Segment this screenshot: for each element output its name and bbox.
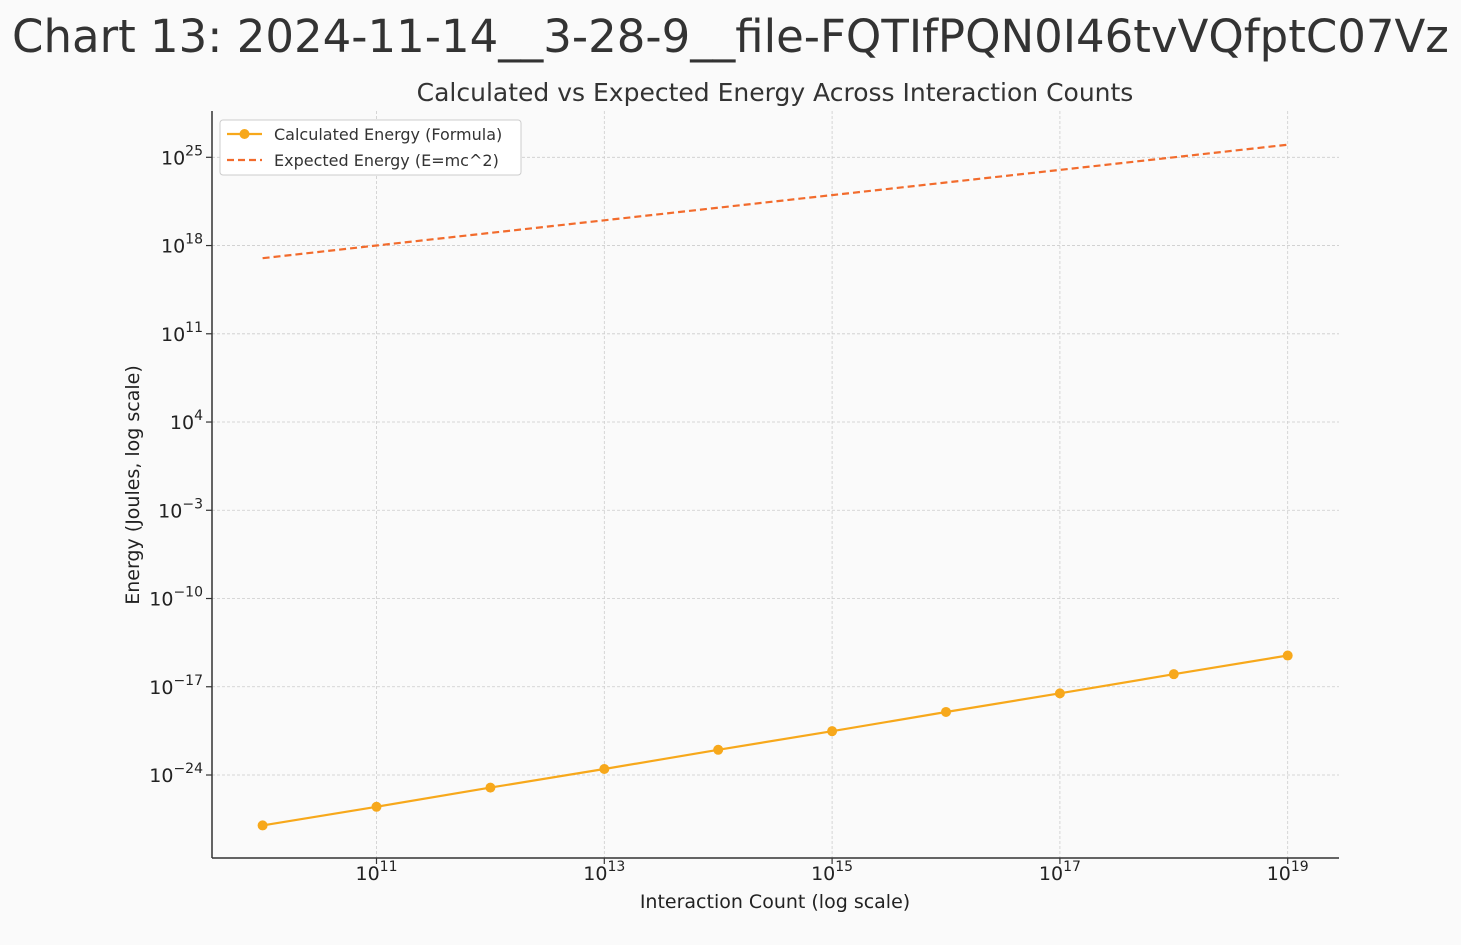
x-axis-label: Interaction Count (log scale) <box>640 891 910 913</box>
x-tick-label: 1013 <box>583 859 625 885</box>
x-ticks: 1011 1013 1015 1017 1019 <box>355 858 1309 885</box>
series-layer <box>257 143 1293 831</box>
chart-title: Calculated vs Expected Energy Across Int… <box>417 78 1134 107</box>
y-tick-label: 1025 <box>161 143 203 169</box>
y-tick-label: 10−10 <box>149 585 203 611</box>
data-point <box>485 782 496 793</box>
data-point <box>713 744 724 755</box>
y-tick-label: 1011 <box>161 320 203 346</box>
legend-label: Expected Energy (E=mc^2) <box>274 151 499 170</box>
series-line-2 <box>262 143 1288 260</box>
data-point <box>599 763 610 774</box>
data-point <box>1054 688 1065 699</box>
y-axis-label: Energy (Joules, log scale) <box>122 365 144 605</box>
chart-banner-title: Chart 13: 2024-11-14__3-28-9__file-FQTIf… <box>12 10 1449 63</box>
y-tick-label: 104 <box>170 408 203 434</box>
legend-box <box>219 119 522 176</box>
grid-lines <box>212 111 1339 858</box>
data-point <box>257 820 268 831</box>
data-point <box>1282 650 1293 661</box>
data-point <box>1168 669 1179 680</box>
x-tick-label: 1015 <box>811 859 853 885</box>
data-point <box>371 801 382 812</box>
x-tick-label: 1011 <box>355 859 397 885</box>
x-tick-label: 1019 <box>1267 859 1309 885</box>
legend: Calculated Energy (Formula) Expected Ener… <box>219 119 522 176</box>
series-line-1 <box>262 654 1288 827</box>
y-ticks: 10−24 10−17 10−10 10−3 104 1011 1018 1025 <box>149 143 212 787</box>
x-tick-label: 1017 <box>1039 859 1081 885</box>
axes <box>211 111 1339 859</box>
y-tick-label: 10−17 <box>149 673 203 699</box>
data-point <box>941 706 951 717</box>
y-tick-label: 10−3 <box>158 496 203 522</box>
legend-label: Calculated Energy (Formula) <box>274 125 502 144</box>
data-point <box>827 726 838 737</box>
y-tick-label: 10−24 <box>149 761 203 787</box>
y-tick-label: 1018 <box>161 232 203 258</box>
legend-marker <box>239 129 250 139</box>
